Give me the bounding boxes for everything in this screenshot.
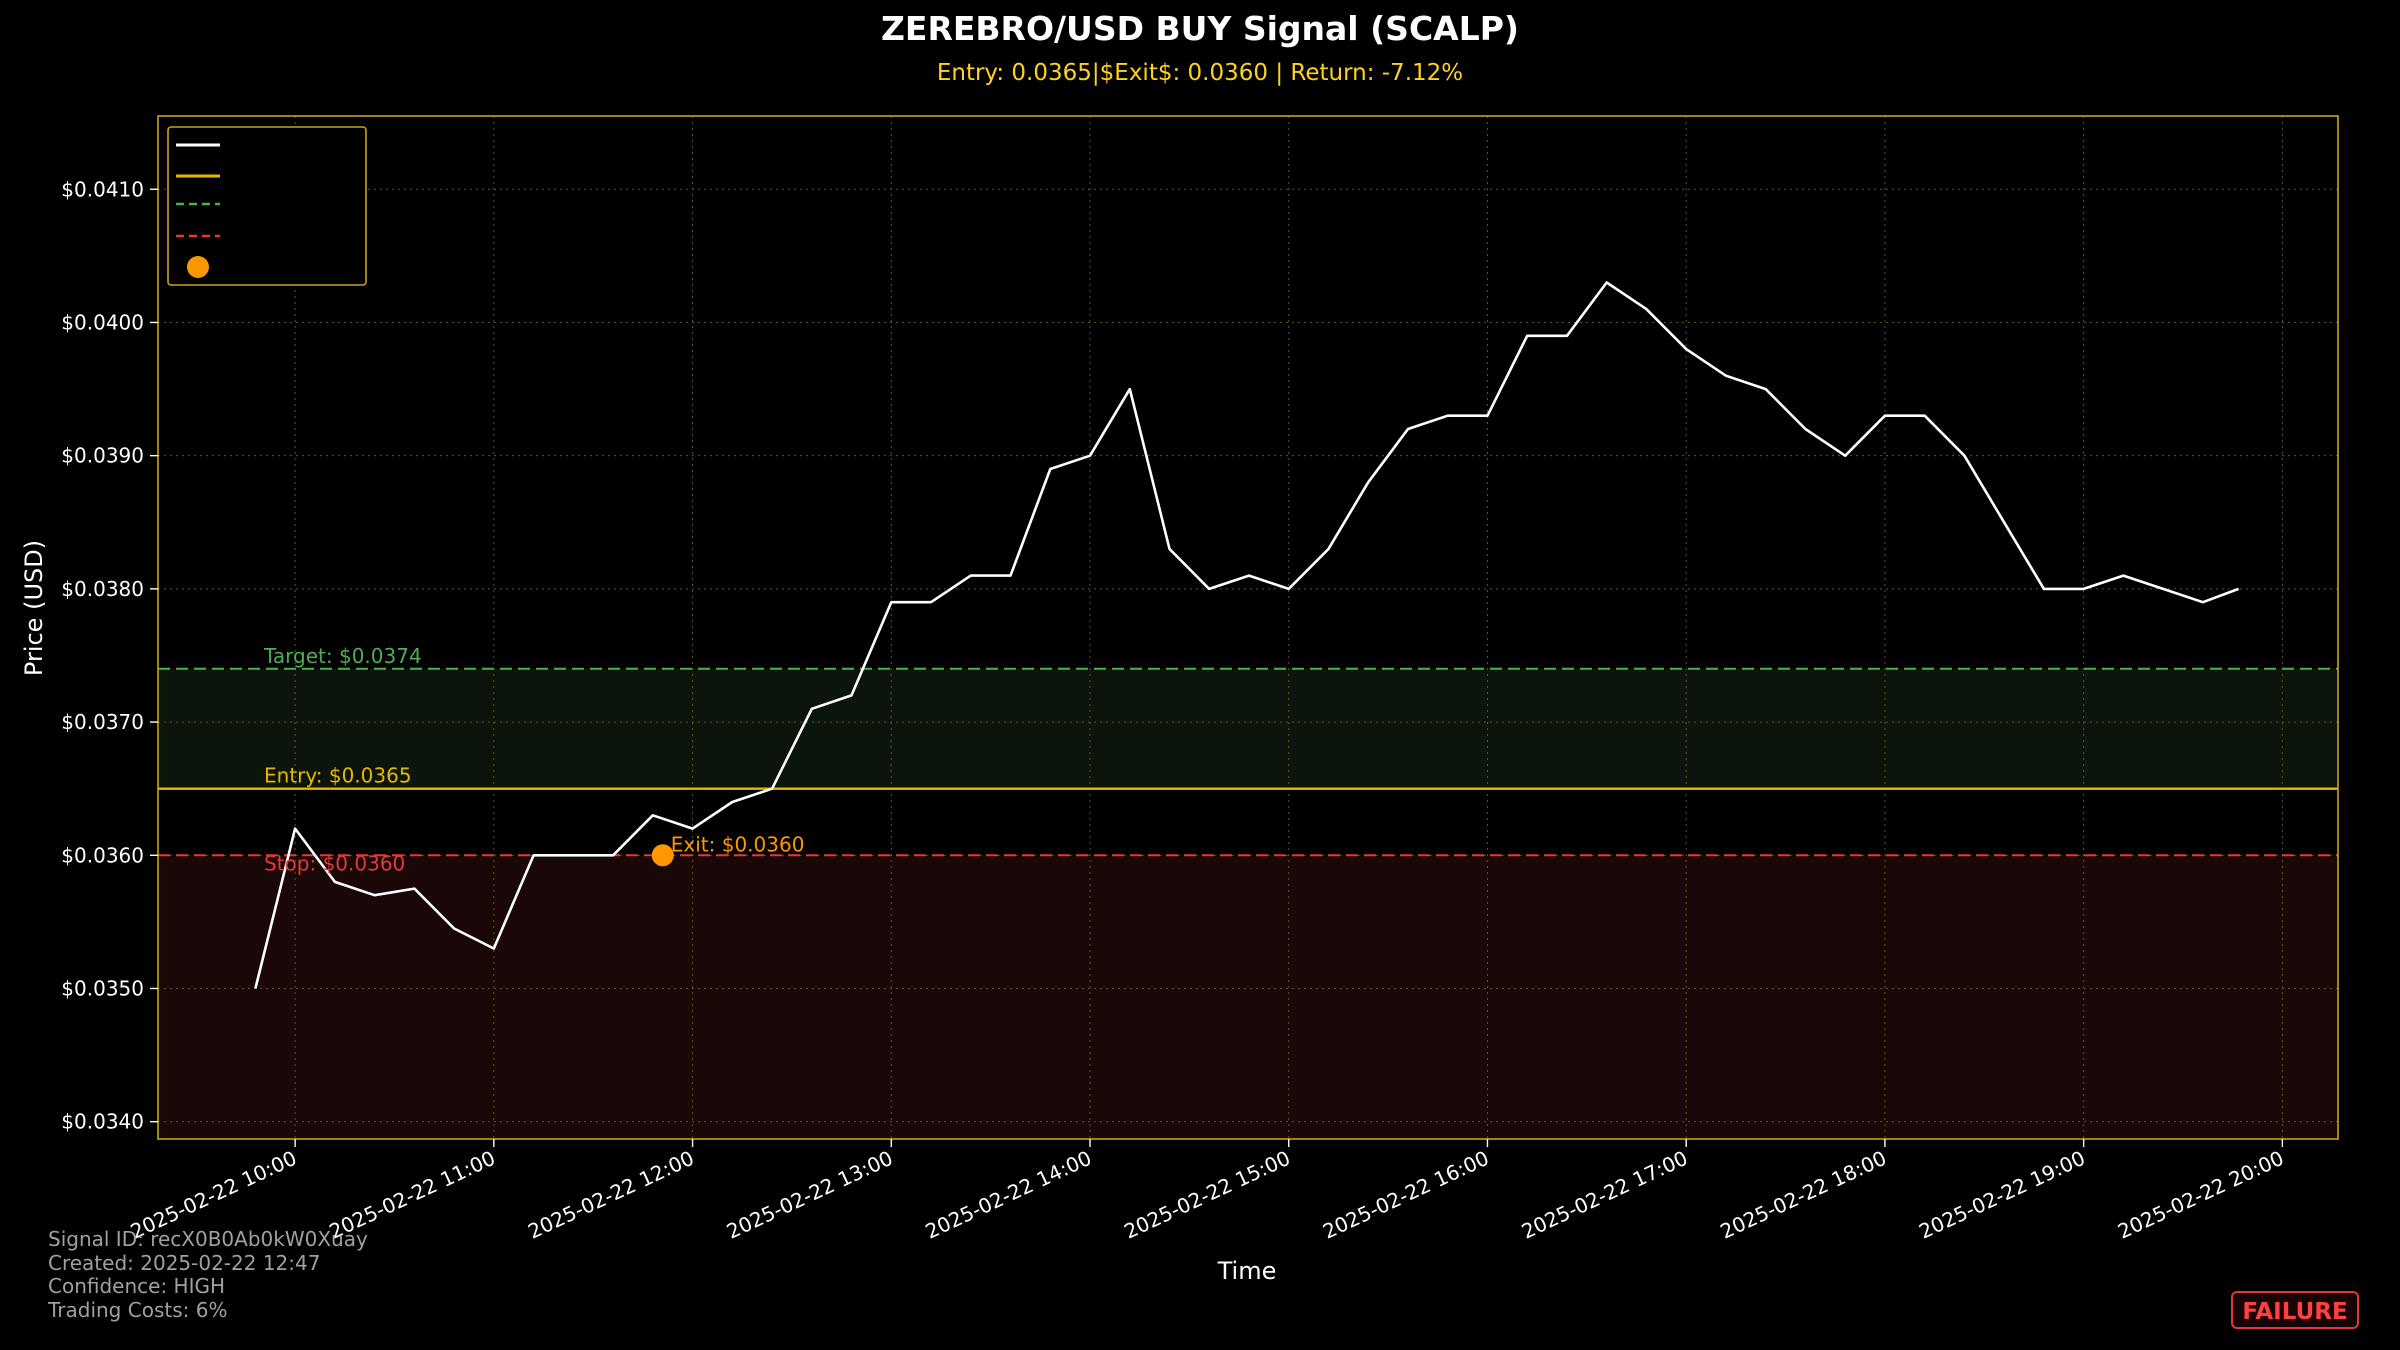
- x-tick-label: 2025-02-22 18:00: [1717, 1146, 1890, 1244]
- y-axis-label: Price (USD): [20, 540, 48, 676]
- x-tick-label: 2025-02-22 14:00: [922, 1146, 1095, 1244]
- x-tick-label: 2025-02-22 20:00: [2114, 1146, 2287, 1244]
- confidence-text: Confidence: HIGH: [48, 1274, 226, 1298]
- y-tick-label: $0.0400: [61, 310, 144, 334]
- x-axis-label: Time: [1217, 1257, 1277, 1285]
- y-tick-label: $0.0380: [61, 577, 144, 601]
- grid: [158, 116, 2338, 1139]
- plot-area: Target: $0.0374 Entry: $0.0365 Stop: $0.…: [157, 115, 2339, 1140]
- signal-id: Signal ID: recX0B0Ab0kW0Xuay: [48, 1227, 368, 1251]
- failure-badge: FAILURE: [2231, 1291, 2359, 1329]
- chart-subtitle: Entry: 0.0365|$Exit$: 0.0360 | Return: -…: [937, 60, 1463, 86]
- x-tick-label: 2025-02-22 16:00: [1319, 1146, 1492, 1244]
- x-tick-label: 2025-02-22 15:00: [1120, 1146, 1293, 1244]
- trading-costs-text: Trading Costs: 6%: [48, 1297, 228, 1322]
- legend-box: [167, 126, 367, 286]
- entry-label: Entry: $0.0365: [264, 764, 412, 788]
- y-tick-label: $0.0390: [61, 444, 144, 468]
- target-zone: [158, 668, 2338, 789]
- y-tick-label: $0.0370: [61, 710, 144, 734]
- chart-title: ZEREBRO/USD BUY Signal (SCALP): [881, 9, 1519, 48]
- x-tick-label: 2025-02-22 19:00: [1915, 1146, 2088, 1244]
- exit-label: Exit: $0.0360: [671, 832, 805, 856]
- y-tick-label: $0.0410: [61, 177, 144, 201]
- y-tick-label: $0.0360: [61, 843, 144, 867]
- stop-label: Stop: $0.0360: [264, 851, 405, 875]
- created-timestamp: Created: 2025-02-22 12:47: [48, 1250, 321, 1275]
- x-tick-label: 2025-02-22 17:00: [1518, 1146, 1691, 1244]
- legend-swatch-exit: [187, 256, 209, 278]
- legend: [167, 126, 367, 286]
- stop-zone: [158, 855, 2338, 1139]
- x-tick-label: 2025-02-22 13:00: [723, 1146, 896, 1244]
- plot-frame: [157, 115, 2339, 1140]
- x-axis: 2025-02-22 10:00 2025-02-22 11:00 2025-02-…: [127, 1139, 2287, 1244]
- y-axis: $0.0340 $0.0350 $0.0360 $0.0370 $0.0380 $0.03…: [61, 177, 158, 1134]
- price-series-line: [254, 281, 2240, 989]
- target-label: Target: $0.0374: [263, 644, 422, 668]
- signal-metadata: Signal ID: recX0B0Ab0kW0Xuay Created: 20…: [48, 1227, 368, 1322]
- y-tick-label: $0.0350: [61, 976, 144, 1000]
- exit-marker: [651, 844, 674, 867]
- y-tick-label: $0.0340: [61, 1110, 144, 1134]
- x-tick-label: 2025-02-22 12:00: [524, 1146, 697, 1244]
